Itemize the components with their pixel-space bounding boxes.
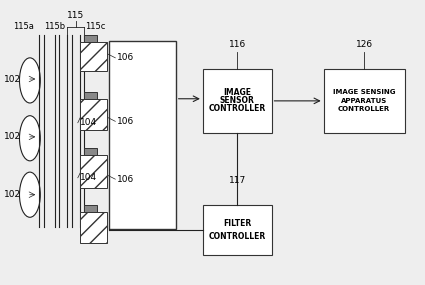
Text: FILTER: FILTER	[223, 219, 251, 228]
Bar	[80, 99, 107, 130]
Text: 126: 126	[356, 40, 373, 49]
Text: 102: 102	[4, 190, 22, 199]
Text: SENSOR: SENSOR	[220, 96, 255, 105]
Ellipse shape	[20, 58, 40, 103]
Text: 117: 117	[229, 176, 246, 185]
Text: 116: 116	[229, 40, 246, 49]
Text: 115c: 115c	[85, 22, 106, 31]
Ellipse shape	[20, 172, 40, 217]
Bar	[323, 69, 405, 133]
Text: 106: 106	[117, 175, 135, 184]
Text: 102: 102	[4, 74, 22, 84]
Bar	[109, 41, 176, 229]
Text: APPARATUS: APPARATUS	[341, 98, 387, 104]
Text: IMAGE: IMAGE	[223, 88, 251, 97]
Ellipse shape	[20, 116, 40, 161]
Bar	[84, 205, 96, 212]
Text: 104: 104	[80, 173, 97, 182]
Bar	[80, 212, 107, 243]
Text: 104: 104	[80, 118, 97, 127]
Text: 115b: 115b	[44, 22, 65, 31]
Text: 106: 106	[117, 53, 135, 62]
Text: 115: 115	[67, 11, 84, 20]
Bar	[203, 205, 272, 255]
Bar	[80, 42, 107, 70]
Text: 115a: 115a	[13, 22, 34, 31]
Text: 102: 102	[4, 132, 22, 141]
Text: CONTROLLER: CONTROLLER	[338, 106, 391, 112]
Bar	[84, 35, 96, 42]
Text: CONTROLLER: CONTROLLER	[209, 104, 266, 113]
Bar	[80, 155, 107, 188]
Bar	[203, 69, 272, 133]
Text: IMAGE SENSING: IMAGE SENSING	[333, 89, 396, 95]
Bar	[84, 148, 96, 155]
Text: 106: 106	[117, 117, 135, 126]
Bar	[84, 92, 96, 99]
Text: CONTROLLER: CONTROLLER	[209, 232, 266, 241]
